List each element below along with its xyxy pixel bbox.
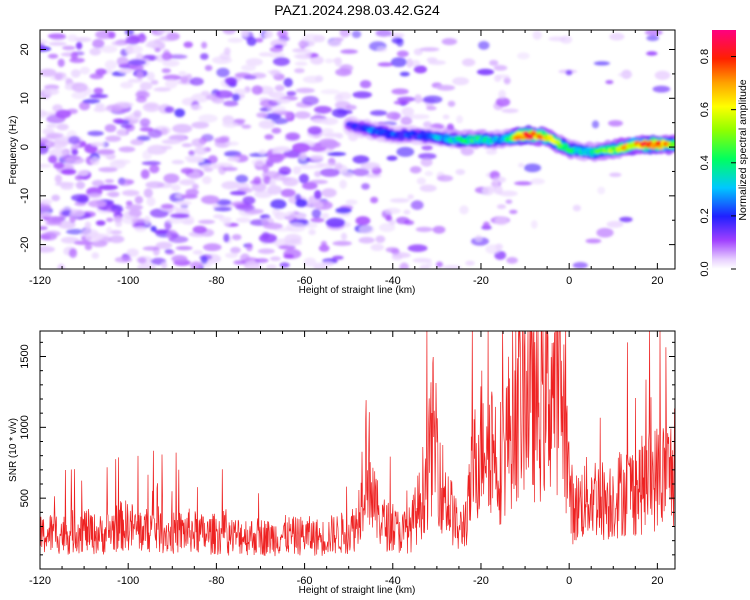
snr-x-tick-label: -60 xyxy=(297,575,313,587)
snr-y-tick-label: 500 xyxy=(19,489,31,507)
snr-x-tick-label: -20 xyxy=(473,575,489,587)
spectrogram-y-label: Frequency (Hz) xyxy=(8,116,19,185)
colorbar: 0.0 0.2 0.4 0.6 0.8 Normalized spectral ampl… xyxy=(699,30,749,277)
snr-x-tick-label: 20 xyxy=(651,575,663,587)
snr-x-tick-label: 0 xyxy=(566,575,572,587)
snr-y-tick-label: 1500 xyxy=(19,344,31,368)
snr-y-label: SNR (10 * v/v) xyxy=(8,418,19,482)
signal-ridge xyxy=(342,115,675,162)
snr-y-axis: 500 1000 1500 xyxy=(19,341,675,570)
colorbar-tick-label: 0.8 xyxy=(699,49,711,64)
spectrogram-image xyxy=(40,30,675,269)
spectrogram-y-axis: -20 -10 0 10 20 xyxy=(19,43,675,270)
snr-x-label: Height of straight line (km) xyxy=(299,585,416,596)
snr-y-tick-label: 1000 xyxy=(19,415,31,439)
colorbar-axis: 0.0 0.2 0.4 0.6 0.8 xyxy=(699,49,736,277)
chart-title: PAZ1.2024.298.03.42.G24 xyxy=(274,2,440,18)
colorbar-tick-label: 0.4 xyxy=(699,155,711,170)
colorbar-tick-label: 0.0 xyxy=(699,261,711,276)
colorbar-tick-label: 0.2 xyxy=(699,208,711,223)
spectrogram-y-tick-label: 10 xyxy=(19,92,31,104)
snr-x-axis: -120 -100 -80 -60 -40 -20 0 20 xyxy=(29,331,663,587)
colorbar-tick-label: 0.6 xyxy=(699,102,711,117)
spectrogram-y-tick-label: -20 xyxy=(19,237,31,253)
spectrogram-x-tick-label: -100 xyxy=(117,275,139,287)
spectrogram-noise xyxy=(40,30,675,269)
snr-x-tick-label: -100 xyxy=(117,575,139,587)
snr-x-tick-label: -120 xyxy=(29,575,51,587)
snr-x-tick-label: -80 xyxy=(208,575,224,587)
spectrogram-x-tick-label: -20 xyxy=(473,275,489,287)
spectrogram-x-tick-label: -40 xyxy=(385,275,401,287)
spectrogram-x-axis: -120 -100 -80 -60 -40 -20 0 20 xyxy=(29,30,663,287)
snr-series-line xyxy=(40,331,675,557)
spectrogram-y-tick-label: -10 xyxy=(19,188,31,204)
colorbar-gradient xyxy=(712,30,736,269)
spectrogram-y-tick-label: 0 xyxy=(19,144,31,150)
spectrogram-x-tick-label: 0 xyxy=(566,275,572,287)
snr-plot-area xyxy=(40,331,675,557)
spectrogram-x-tick-label: -60 xyxy=(297,275,313,287)
spectrogram-y-tick-label: 20 xyxy=(19,43,31,55)
colorbar-label: Normalized spectral amplitude xyxy=(737,79,749,220)
spectrogram-x-tick-label: 20 xyxy=(651,275,663,287)
spectrogram-x-tick-label: -120 xyxy=(29,275,51,287)
spectrogram-x-tick-label: -80 xyxy=(208,275,224,287)
snr-x-tick-label: -40 xyxy=(385,575,401,587)
snr-panel: -120 -100 -80 -60 -40 -20 0 20 500 1000 1500 Heig… xyxy=(8,330,676,596)
spectrogram-x-label: Height of straight line (km) xyxy=(299,285,416,296)
